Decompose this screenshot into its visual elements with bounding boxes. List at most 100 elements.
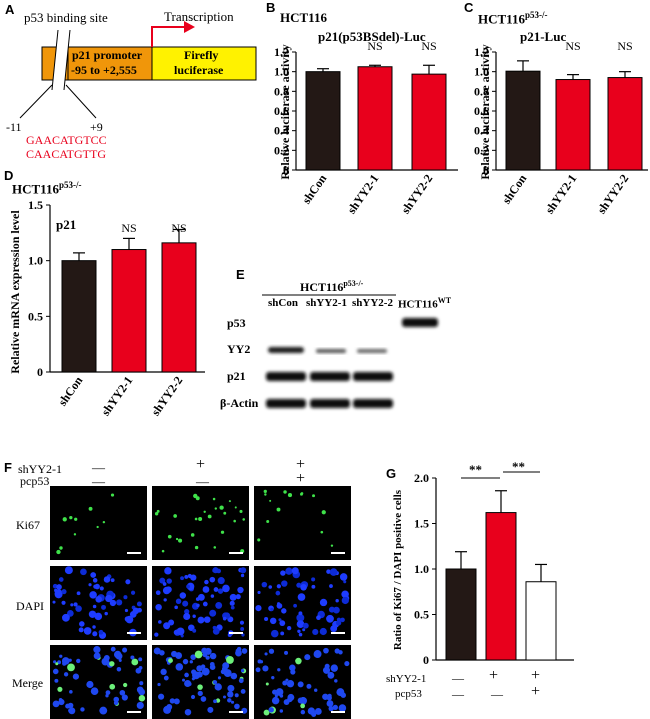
cell-dot [92,625,96,629]
y-tick-label: 0 [423,653,429,667]
cell-dot [54,588,58,593]
cell-dot [105,594,113,603]
cell-dot [213,546,217,549]
cell-dot [109,683,116,690]
cell-dot [279,620,286,627]
cell-dot [261,581,268,588]
cell-dot [130,655,135,660]
y-tick-label: 0 [483,163,489,177]
cell-dot [283,490,287,494]
cell-dot [130,590,136,595]
cell-dot [191,677,195,681]
band-p21-3 [353,372,393,381]
cell-dot [339,573,348,581]
cell-dot [110,578,115,583]
y-tick-label: 1.0 [474,65,489,79]
cell-dot [237,586,244,594]
y-tick-label: 0.4 [474,124,489,138]
cell-dot [279,694,284,698]
cell-dot [109,661,115,667]
cell-dot [263,489,267,494]
firefly-line2: luciferase [174,63,224,77]
g-sign-r1c3: + [531,667,541,684]
category-label: shYY2-2 [594,172,631,217]
cell-dot [182,658,189,665]
category-label: shYY2-1 [542,172,579,217]
cell-dot [86,680,94,689]
cell-dot [69,690,73,694]
cell-dot [264,616,269,622]
transcription-label: Transcription [164,9,234,24]
cell-dot [280,570,286,576]
panel-g-letter: G [386,466,397,481]
panel-b-cell-line: HCT116 [280,10,327,25]
stain-label-merge: Merge [12,676,44,690]
cell-dot [240,567,247,574]
y-tick-label: 0.4 [274,124,289,138]
cell-dot [217,676,222,680]
cell-dot [202,586,210,593]
cell-dot [217,577,225,585]
cell-dot [194,517,198,521]
cell-dot [327,671,335,679]
panel-f-letter: F [4,460,12,475]
cell-dot [121,694,128,701]
cell-dot [287,625,292,631]
micrograph-image [152,645,249,719]
stain-label-ki67: Ki67 [16,518,40,532]
cell-dot [139,681,144,686]
panel-e-letter: E [236,267,245,282]
cell-dot [67,663,75,672]
bar [357,66,393,171]
promoter-line1: p21 promoter [72,48,143,62]
g-significance-1: ** [469,462,482,477]
panel-e-blots [262,294,441,416]
cell-dot [285,567,293,575]
cell-dot [202,601,208,607]
cell-dot [270,629,279,638]
cell-dot [189,660,193,664]
category-label: shYY2-1 [344,172,381,217]
cell-dot [197,593,205,601]
cell-dot [98,629,104,635]
bar [555,79,591,171]
cell-dot [62,517,67,522]
transcription-arrow [151,26,184,47]
cell-dot [300,492,303,496]
cell-dot [103,656,108,661]
firefly-line1: Firefly [184,48,219,62]
g-sign-r2c1: — [452,687,464,701]
y-axis-label: Relative luciferase activity [478,44,492,179]
cell-dot [62,613,70,622]
y-tick-label: 1.5 [414,517,429,531]
cell-dot [227,698,232,703]
panel-b-construct: p21(p53BSdel)-Luc [318,29,426,44]
lane-label-2: shYY2-1 [306,297,347,309]
cell-dot [155,590,161,596]
band-p21-2 [310,372,350,381]
cell-dot [234,506,237,509]
cell-dot [280,631,285,636]
cell-dot [192,628,197,633]
panel-f-micrographs [50,486,351,719]
y-axis-label: Relative mRNA expression level [8,210,22,374]
binding-site-label: p53 binding site [24,10,108,25]
panel-d-letter: D [4,168,14,183]
cell-dot [215,601,223,609]
y-tick-label: 1.0 [274,65,289,79]
cell-dot [287,693,295,701]
cell-dot [59,546,63,550]
y-tick-label: 0.5 [414,608,429,622]
cell-dot [300,703,306,709]
cell-dot [275,688,284,696]
cell-dot [330,625,338,633]
cell-dot [285,678,289,682]
cell-dot [123,682,128,688]
cell-dot [180,576,185,581]
cell-dot [110,646,116,652]
cell-dot [157,682,161,687]
cell-dot [255,605,262,612]
cell-dot [207,706,214,713]
cell-dot [209,609,217,617]
cell-dot [70,603,74,607]
